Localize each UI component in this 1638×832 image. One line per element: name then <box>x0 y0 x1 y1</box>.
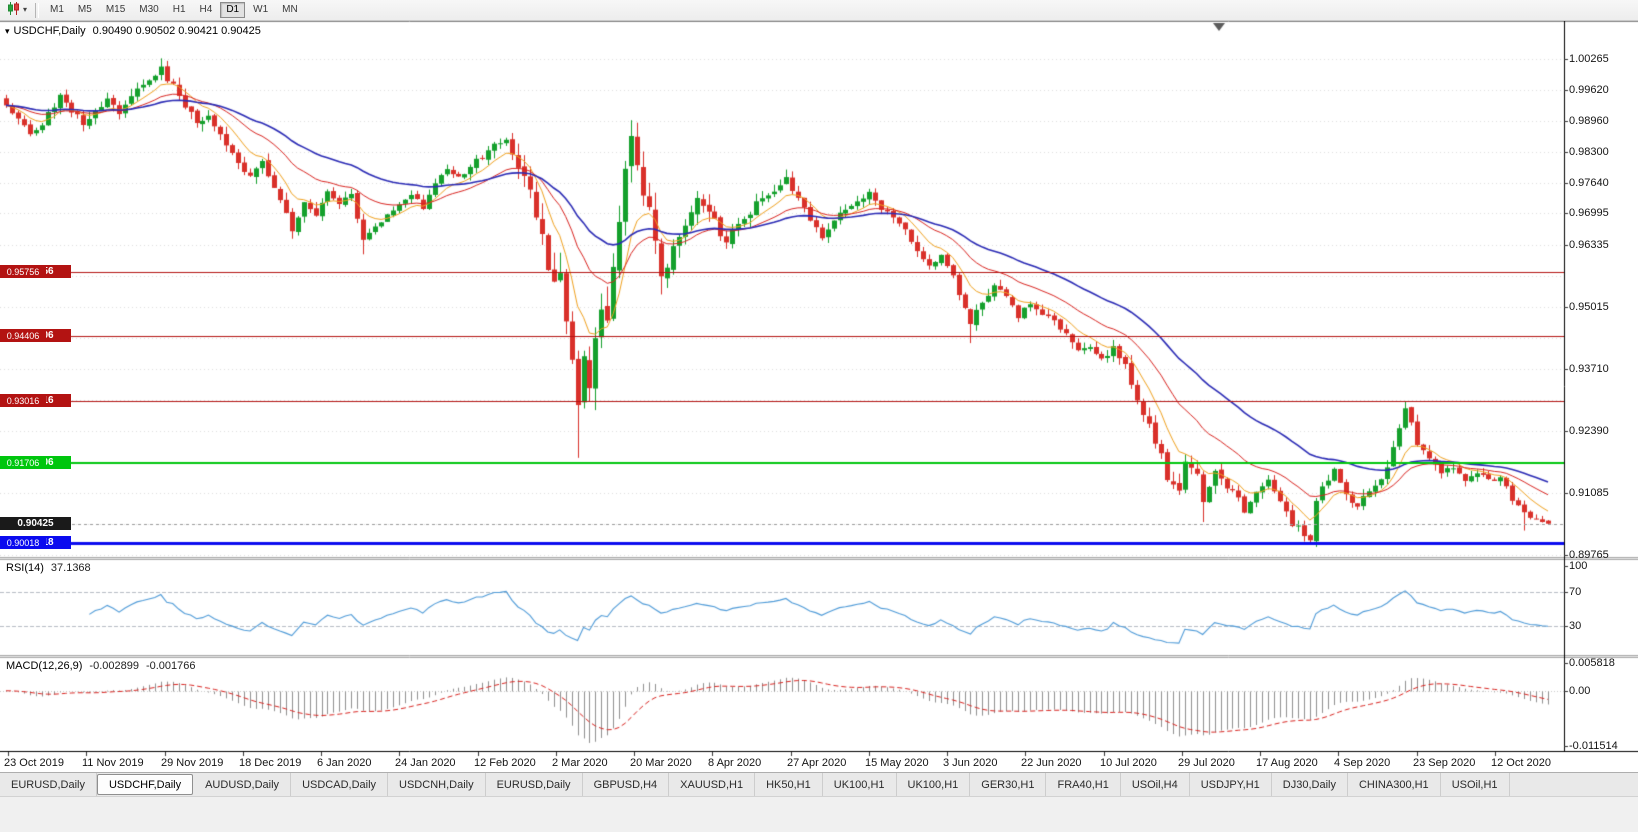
chart-tab-ger30-h1[interactable]: GER30,H1 <box>970 773 1047 796</box>
timeframe-button-m5[interactable]: M5 <box>72 2 98 18</box>
chart-tab-uk100-h1[interactable]: UK100,H1 <box>823 773 897 796</box>
chart-symbol-period: USDCHF,Daily <box>13 25 86 37</box>
timeframe-button-d1[interactable]: D1 <box>220 2 246 18</box>
chart-tab-eurusd-daily[interactable]: EURUSD,Daily <box>0 773 97 796</box>
chart-tab-audusd-daily[interactable]: AUDUSD,Daily <box>194 773 292 796</box>
chart-ohlc-title: ▾ USDCHF,Daily 0.90490 0.90502 0.90421 0.9… <box>5 25 261 37</box>
chart-tab-dj30-daily[interactable]: DJ30,Daily <box>1272 773 1348 796</box>
macd-label: MACD(12,26,9) <box>6 660 83 672</box>
timeframe-button-m30[interactable]: M30 <box>133 2 164 18</box>
rsi-value: 37.1368 <box>50 562 91 574</box>
timeframe-button-m1[interactable]: M1 <box>44 2 70 18</box>
chart-ohlc-values: 0.90490 0.90502 0.90421 0.90425 <box>92 25 261 37</box>
timeframe-button-mn[interactable]: MN <box>276 2 304 18</box>
rsi-label: RSI(14) <box>6 562 44 574</box>
chart-tabs-bar: EURUSD,Daily USDCHF,Daily AUDUSD,Daily U… <box>0 772 1638 796</box>
timeframe-button-h1[interactable]: H1 <box>167 2 192 18</box>
status-bar <box>0 796 1638 832</box>
macd-main-value: -0.002899 <box>89 660 139 672</box>
chart-tab-fra40-h1[interactable]: FRA40,H1 <box>1046 773 1121 796</box>
timeframe-button-h4[interactable]: H4 <box>194 2 219 18</box>
timeframe-button-m15[interactable]: M15 <box>100 2 131 18</box>
one-click-trading-toggle[interactable]: ▾ <box>5 26 10 36</box>
timeframe-button-w1[interactable]: W1 <box>247 2 274 18</box>
rsi-indicator-title: RSI(14) 37.1368 <box>6 562 91 574</box>
chart-tab-usdcnh-daily[interactable]: USDCNH,Daily <box>388 773 486 796</box>
chart-tab-xauusd-h1[interactable]: XAUUSD,H1 <box>669 773 756 796</box>
macd-indicator-title: MACD(12,26,9) -0.002899 -0.001766 <box>6 660 196 672</box>
candlestick-chart-icon <box>7 2 21 18</box>
chart-tab-eurusd-daily-2[interactable]: EURUSD,Daily <box>486 773 583 796</box>
chart-tab-usdcad-daily[interactable]: USDCAD,Daily <box>291 773 389 796</box>
chart-tab-usoil-h1[interactable]: USOil,H1 <box>1441 773 1510 796</box>
chart-tab-usdchf-daily[interactable]: USDCHF,Daily <box>96 774 194 795</box>
chart-tab-uk100-h1-2[interactable]: UK100,H1 <box>897 773 971 796</box>
chart-tab-gbpusd-h4[interactable]: GBPUSD,H4 <box>583 773 670 796</box>
chart-tab-usoil-h4[interactable]: USOil,H4 <box>1121 773 1190 796</box>
chart-type-button[interactable]: ▾ <box>3 2 31 19</box>
timeframes-toolbar: ▾ M1 M5 M15 M30 H1 H4 D1 W1 MN <box>0 0 1638 21</box>
chevron-down-icon: ▾ <box>23 5 28 14</box>
toolbar-separator <box>35 2 40 18</box>
macd-signal-value: -0.001766 <box>145 660 196 672</box>
chart-tab-china300-h1[interactable]: CHINA300,H1 <box>1348 773 1441 796</box>
chart-tab-usdjpy-h1[interactable]: USDJPY,H1 <box>1190 773 1272 796</box>
chart-tab-hk50-h1[interactable]: HK50,H1 <box>755 773 823 796</box>
chart-canvas[interactable] <box>0 21 1638 772</box>
